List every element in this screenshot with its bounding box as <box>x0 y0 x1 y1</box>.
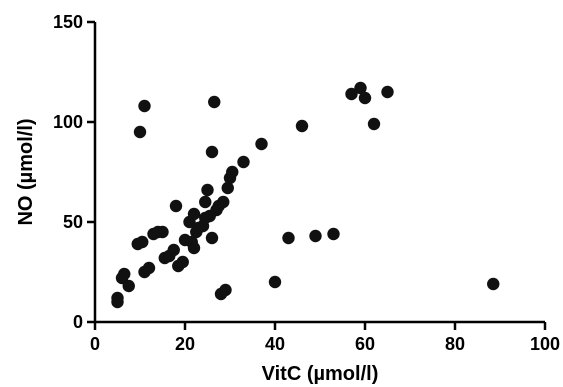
y-ticks: 0 50 100 150 <box>53 12 95 332</box>
data-point <box>136 235 149 249</box>
x-tick-label: 40 <box>265 334 285 354</box>
data-point <box>187 241 201 255</box>
data-point <box>122 279 135 293</box>
data-point <box>219 283 232 297</box>
x-tick-label: 0 <box>90 334 100 354</box>
y-tick-label: 100 <box>53 112 83 132</box>
axes <box>93 22 545 324</box>
y-tick-label: 0 <box>73 312 83 332</box>
data-point <box>111 291 124 305</box>
data-point <box>268 275 282 289</box>
x-ticks: 0 20 40 60 80 100 <box>90 322 560 354</box>
data-point <box>221 181 234 195</box>
data-point <box>309 229 322 243</box>
data-point <box>358 91 372 105</box>
data-point <box>327 227 340 241</box>
x-tick-label: 80 <box>445 334 465 354</box>
data-point <box>345 87 358 101</box>
data-point <box>237 155 250 169</box>
data-point <box>133 125 147 139</box>
data-point <box>142 261 156 275</box>
data-point <box>381 85 394 99</box>
data-point <box>255 137 268 151</box>
data-point <box>354 81 367 95</box>
data-point <box>487 277 500 291</box>
data-point <box>156 225 169 239</box>
y-tick-label: 150 <box>53 12 83 32</box>
x-tick-label: 20 <box>175 334 195 354</box>
x-tick-label: 100 <box>530 334 560 354</box>
data-point <box>167 243 180 257</box>
data-point <box>199 195 212 209</box>
data-point <box>282 231 295 245</box>
data-point <box>205 231 219 245</box>
data-point <box>205 145 219 159</box>
data-point <box>226 165 239 179</box>
data-point <box>138 99 151 113</box>
data-point <box>201 183 214 197</box>
data-point <box>208 95 221 109</box>
data-point <box>217 195 230 209</box>
y-axis-title: NO (µmol/l) <box>15 118 37 225</box>
x-tick-label: 60 <box>355 334 375 354</box>
data-point <box>187 207 201 221</box>
data-point <box>118 267 131 281</box>
data-point <box>295 119 309 133</box>
data-points <box>111 81 500 309</box>
x-axis-title: VitC (µmol/l) <box>262 363 379 385</box>
data-point <box>176 255 189 269</box>
y-tick-label: 50 <box>63 212 83 232</box>
data-point <box>169 199 183 213</box>
data-point <box>367 117 381 131</box>
